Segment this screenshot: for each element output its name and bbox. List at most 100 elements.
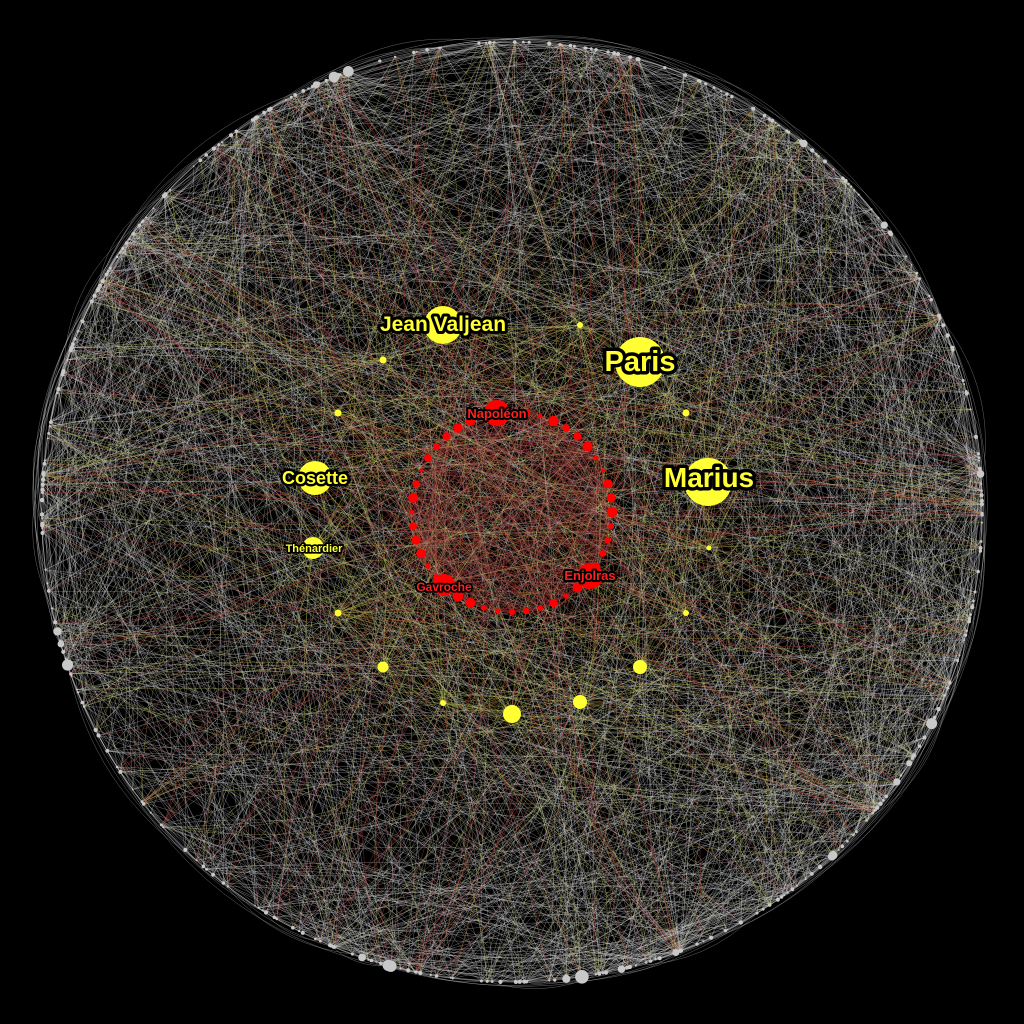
periphery-node [730, 94, 734, 99]
periphery-node [56, 392, 59, 395]
core-node [538, 413, 543, 419]
periphery-node [762, 114, 767, 118]
periphery-node [589, 47, 593, 51]
core-node [412, 480, 420, 488]
periphery-node [775, 897, 780, 902]
periphery-node [149, 811, 152, 814]
periphery-node [558, 43, 560, 46]
periphery-node [809, 872, 814, 876]
ring-node [633, 660, 647, 674]
periphery-node [211, 872, 216, 877]
periphery-node [712, 86, 716, 89]
core-node [409, 509, 415, 515]
periphery-node [617, 965, 626, 973]
periphery-node [597, 972, 600, 976]
node-cosette [298, 461, 332, 495]
periphery-nodes [39, 40, 985, 985]
periphery-node [53, 627, 62, 636]
periphery-node [80, 319, 85, 324]
periphery-node [132, 232, 135, 235]
periphery-node [41, 517, 43, 520]
periphery-node [41, 483, 45, 487]
periphery-node [124, 241, 129, 245]
periphery-node [438, 46, 441, 49]
periphery-node [69, 345, 74, 350]
periphery-node [226, 885, 230, 888]
periphery-node [585, 46, 588, 50]
periphery-node [795, 884, 798, 887]
periphery-node [275, 917, 279, 921]
periphery-node [517, 979, 522, 984]
periphery-node [679, 949, 683, 952]
periphery-node [221, 141, 224, 144]
periphery-node [857, 193, 860, 196]
periphery-node [262, 110, 266, 115]
periphery-node [479, 979, 483, 983]
periphery-node [950, 345, 955, 350]
periphery-node [855, 830, 858, 833]
periphery-node [800, 139, 808, 148]
core-node [419, 468, 423, 473]
periphery-node [522, 40, 525, 44]
periphery-node [367, 958, 370, 961]
periphery-node [145, 216, 147, 219]
periphery-node [141, 219, 145, 223]
core-node [606, 506, 618, 518]
core-node [608, 523, 614, 529]
periphery-node [198, 158, 203, 162]
periphery-node [946, 688, 949, 691]
periphery-node [77, 330, 80, 333]
periphery-node [823, 159, 827, 164]
periphery-node [169, 188, 171, 191]
periphery-node [785, 129, 789, 133]
periphery-node [978, 467, 982, 472]
periphery-node [957, 365, 960, 368]
periphery-node [101, 278, 105, 282]
periphery-node [70, 674, 73, 677]
periphery-node [964, 391, 969, 396]
periphery-node [767, 117, 771, 121]
periphery-node [152, 207, 155, 210]
periphery-node [911, 753, 917, 758]
periphery-node [963, 639, 966, 641]
periphery-node [709, 935, 714, 940]
periphery-node [235, 130, 238, 133]
periphery-node [905, 255, 908, 258]
periphery-node [41, 477, 46, 482]
periphery-node [926, 718, 938, 730]
ring-node [379, 356, 387, 364]
periphery-node [932, 715, 937, 720]
periphery-node [284, 99, 287, 101]
core-node [424, 454, 432, 462]
periphery-node [301, 89, 306, 93]
periphery-node [884, 794, 888, 799]
periphery-node [440, 46, 442, 49]
periphery-node [938, 317, 942, 320]
periphery-node [963, 383, 966, 385]
periphery-node [979, 498, 984, 503]
periphery-node [211, 146, 216, 151]
periphery-node [697, 79, 701, 83]
periphery-node [205, 867, 208, 871]
periphery-node [548, 979, 551, 982]
periphery-node [972, 599, 975, 603]
periphery-node [634, 964, 638, 967]
periphery-node [333, 946, 337, 949]
periphery-node [657, 956, 662, 961]
ring-node [577, 322, 583, 328]
periphery-node [948, 681, 952, 685]
periphery-node [594, 973, 598, 976]
core-node [480, 604, 487, 611]
periphery-node [704, 82, 708, 86]
periphery-node [46, 437, 49, 440]
periphery-node [429, 973, 432, 977]
periphery-node [606, 50, 610, 54]
periphery-node [195, 859, 198, 862]
ring-node [334, 609, 342, 617]
periphery-node [877, 216, 880, 219]
periphery-node [783, 894, 786, 897]
ring-node [682, 409, 690, 417]
periphery-node [324, 78, 328, 82]
